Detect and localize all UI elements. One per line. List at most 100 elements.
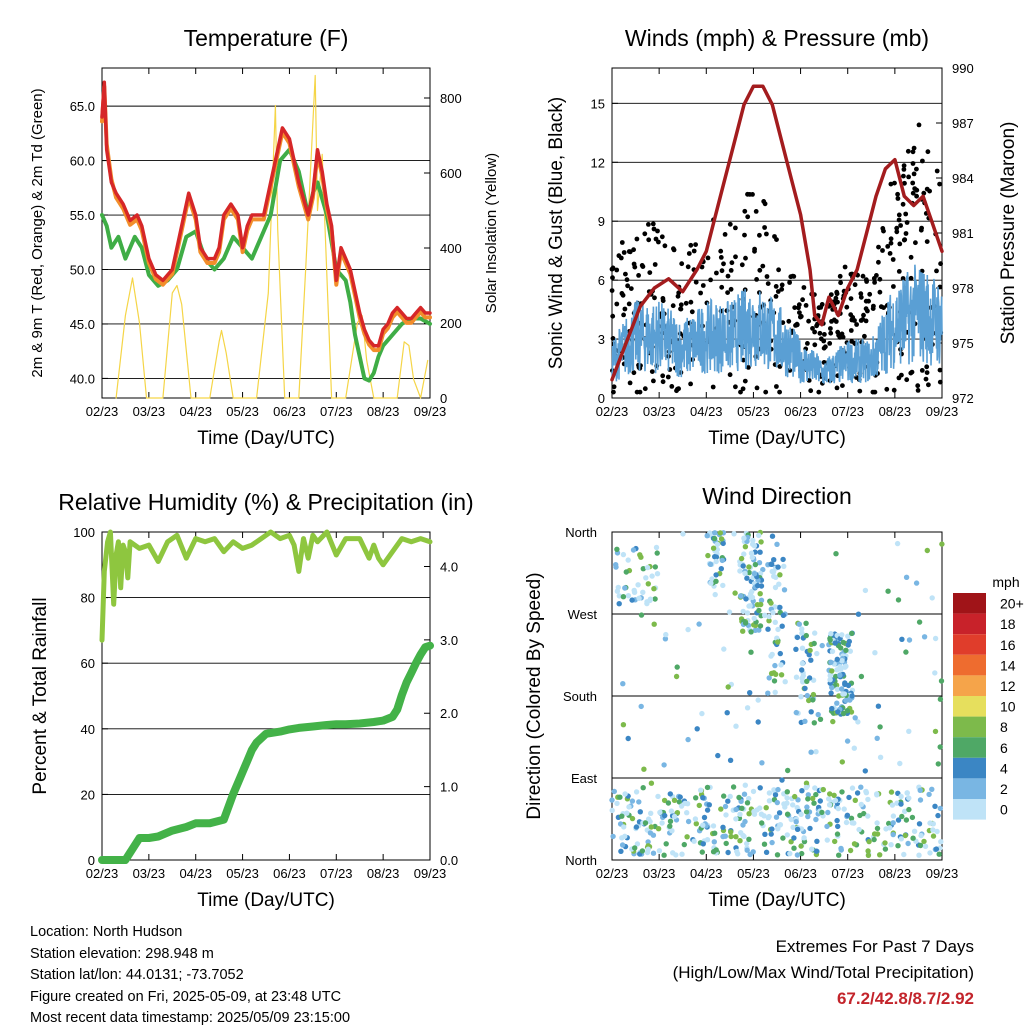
extremes-subtitle: (High/Low/Max Wind/Total Precipitation) bbox=[672, 963, 974, 982]
direction-point bbox=[684, 834, 690, 840]
legend-label: 2 bbox=[1000, 781, 1008, 797]
gust-point bbox=[611, 389, 616, 395]
direction-point bbox=[667, 823, 673, 829]
direction-point bbox=[737, 811, 743, 817]
gust-point bbox=[900, 201, 906, 207]
direction-point bbox=[742, 782, 748, 788]
direction-point bbox=[725, 684, 731, 690]
gust-point bbox=[733, 254, 738, 260]
gust-point bbox=[877, 289, 883, 295]
direction-point bbox=[757, 591, 763, 597]
gust-point bbox=[660, 298, 666, 304]
direction-point bbox=[759, 820, 765, 826]
direction-point bbox=[865, 796, 871, 803]
direction-point bbox=[817, 798, 823, 804]
direction-point bbox=[760, 566, 766, 573]
gust-point bbox=[816, 305, 822, 311]
direction-point bbox=[847, 648, 853, 654]
gust-point bbox=[649, 369, 655, 374]
x-tick-label: 03/23 bbox=[133, 404, 166, 419]
gust-point bbox=[848, 296, 854, 301]
direction-point bbox=[667, 818, 674, 824]
x-tick-label: 03/23 bbox=[643, 866, 676, 881]
direction-point bbox=[814, 838, 820, 844]
direction-point bbox=[799, 675, 805, 681]
direction-point bbox=[728, 829, 734, 835]
gust-point bbox=[895, 196, 901, 201]
gust-point bbox=[915, 383, 921, 389]
direction-point bbox=[895, 843, 901, 849]
direction-point bbox=[838, 847, 844, 853]
direction-point bbox=[609, 797, 615, 803]
direction-point bbox=[790, 802, 796, 808]
station-info: Location: North Hudson Station elevation… bbox=[30, 922, 350, 1030]
x-tick-label: 09/23 bbox=[926, 866, 959, 881]
direction-point bbox=[616, 593, 622, 599]
direction-point bbox=[655, 793, 661, 800]
gust-point bbox=[817, 330, 823, 336]
direction-point bbox=[741, 535, 747, 541]
direction-point bbox=[849, 693, 855, 699]
direction-point bbox=[650, 832, 657, 838]
direction-point bbox=[903, 817, 910, 823]
direction-point bbox=[839, 759, 845, 765]
direction-point bbox=[619, 813, 625, 819]
gust-point bbox=[764, 231, 769, 237]
direction-point bbox=[768, 831, 774, 837]
gust-point bbox=[842, 264, 848, 270]
gust-point bbox=[693, 279, 699, 285]
x-tick-label: 08/23 bbox=[879, 404, 912, 419]
legend-label: 16 bbox=[1000, 637, 1016, 653]
direction-point bbox=[935, 812, 941, 819]
direction-point bbox=[610, 833, 616, 840]
gust-point bbox=[698, 290, 703, 296]
direction-point bbox=[863, 790, 870, 796]
gust-point bbox=[906, 174, 911, 180]
station-elevation: Station elevation: 298.948 m bbox=[30, 945, 214, 962]
direction-point bbox=[807, 825, 813, 832]
direction-point bbox=[633, 824, 640, 830]
direction-point bbox=[662, 636, 669, 642]
gust-point bbox=[849, 317, 855, 323]
direction-point bbox=[633, 789, 640, 795]
y-tick-label: South bbox=[563, 689, 597, 704]
gust-point bbox=[858, 291, 864, 297]
direction-point bbox=[640, 566, 646, 572]
gust-point bbox=[888, 236, 894, 242]
gust-point bbox=[775, 289, 781, 294]
direction-point bbox=[829, 684, 835, 691]
legend-swatch bbox=[953, 593, 986, 614]
gust-point bbox=[910, 161, 916, 166]
direction-point bbox=[799, 660, 806, 667]
x-tick-label: 04/23 bbox=[179, 404, 212, 419]
dewpoint-line bbox=[100, 147, 432, 383]
direction-point bbox=[756, 627, 762, 633]
gust-point bbox=[626, 301, 632, 307]
gust-point bbox=[837, 273, 843, 279]
direction-point bbox=[862, 587, 869, 594]
direction-point bbox=[708, 580, 714, 586]
direction-point bbox=[781, 801, 787, 807]
gust-point bbox=[610, 265, 616, 271]
gust-point bbox=[727, 372, 733, 378]
direction-point bbox=[647, 596, 654, 602]
direction-point bbox=[756, 607, 762, 614]
direction-point bbox=[727, 793, 733, 800]
direction-point bbox=[718, 566, 724, 572]
gust-point bbox=[834, 385, 840, 391]
gust-point bbox=[719, 284, 725, 290]
direction-point bbox=[736, 794, 742, 801]
x-tick-label: 05/23 bbox=[226, 404, 259, 419]
direction-point bbox=[650, 850, 657, 856]
direction-point bbox=[803, 784, 810, 791]
direction-point bbox=[768, 600, 774, 606]
gust-point bbox=[647, 270, 653, 275]
direction-point bbox=[623, 569, 629, 575]
direction-point bbox=[794, 826, 801, 832]
gust-point bbox=[908, 370, 914, 376]
direction-point bbox=[834, 831, 841, 837]
gust-point bbox=[921, 190, 927, 196]
gust-point bbox=[880, 248, 885, 253]
gust-point bbox=[763, 389, 769, 395]
direction-point bbox=[793, 709, 799, 716]
